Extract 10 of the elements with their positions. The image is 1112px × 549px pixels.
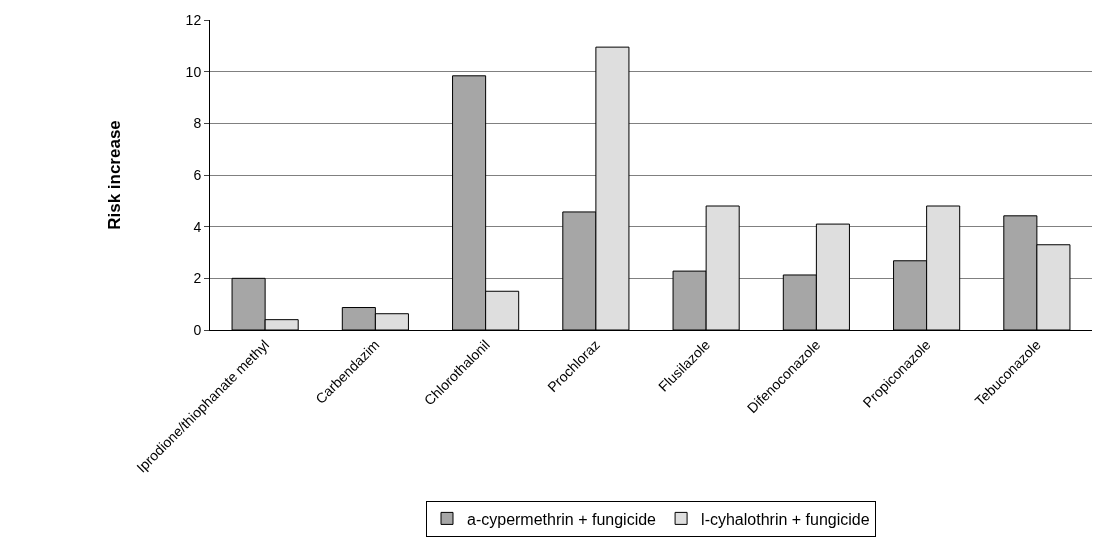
y-axis-title: Risk increase [105,120,125,230]
y-tick-label: 8 [193,115,202,132]
y-tick-label: 12 [185,11,202,28]
y-tick-label: 0 [193,321,202,338]
y-tick-label: 6 [193,166,202,183]
y-tick-label: 4 [193,218,202,235]
legend-label: l-cyhalothrin + fungicide [701,510,870,528]
legend-label: a-cypermethrin + fungicide [467,510,657,528]
y-tick-label: 2 [193,270,202,287]
y-tick-label: 10 [185,63,202,80]
